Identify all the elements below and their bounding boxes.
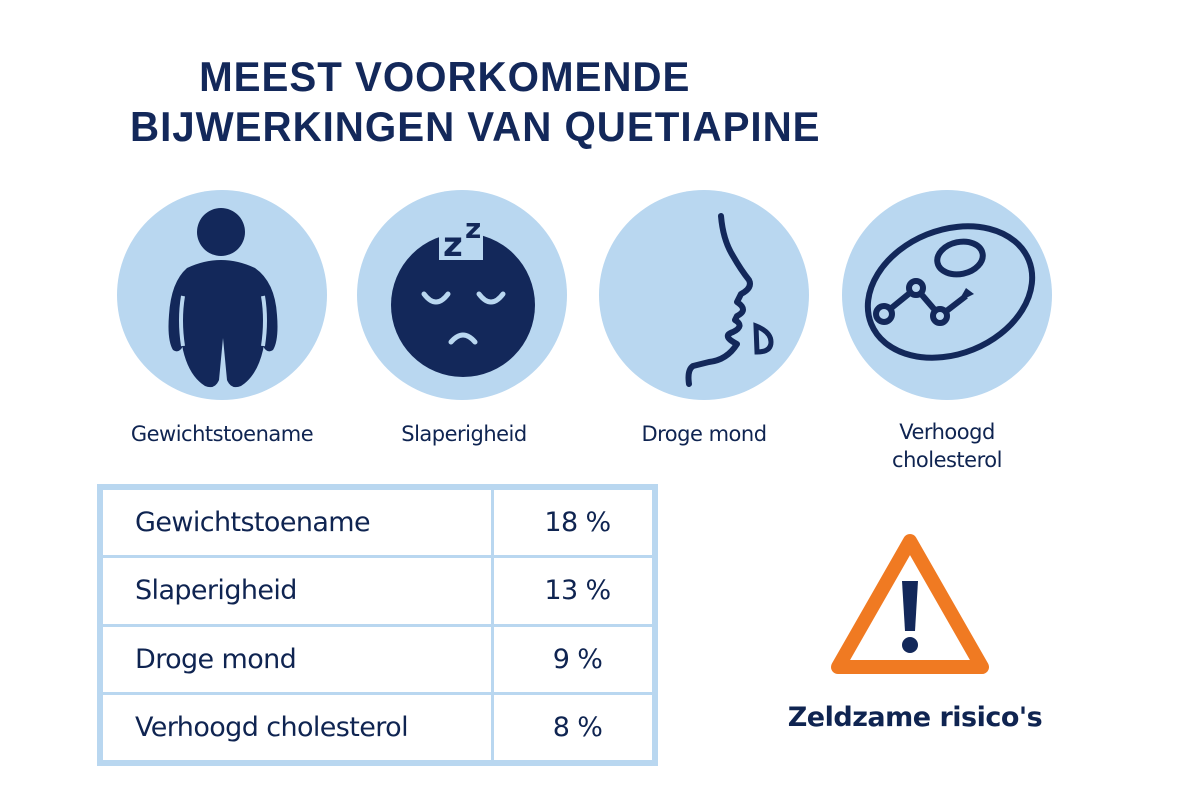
row-name: Gewichtstoename [100, 486, 494, 559]
icon-label-cholesterol-line2: cholesterol [892, 448, 1002, 472]
row-name: Verhoogd cholesterol [100, 691, 494, 764]
row-percentage: 9 % [491, 623, 655, 695]
row-percentage: 13 % [491, 555, 655, 627]
svg-text:z: z [443, 225, 463, 265]
cholesterol-cell-icon [864, 223, 1036, 361]
row-name: Droge mond [100, 623, 494, 695]
weight-gain-circle [117, 190, 327, 400]
table-row: Gewichtstoename 18 % [100, 486, 655, 559]
rare-risks-label: Zeldzame risico's [787, 702, 1043, 733]
row-percentage: 8 % [491, 691, 655, 764]
sleepiness-circle: z z [357, 190, 567, 400]
sleepy-face-icon: z z [391, 212, 535, 377]
cholesterol-circle [842, 190, 1052, 400]
page-title: MEEST VOORKOMENDE BIJWERKINGEN VAN QUETI… [130, 52, 821, 152]
icon-label-weight-gain: Gewichtstoename [130, 422, 314, 446]
row-percentage: 18 % [491, 486, 655, 559]
dry-mouth-circle [599, 190, 809, 400]
side-effects-table: Gewichtstoename 18 % Slaperigheid 13 % D… [97, 484, 658, 766]
table-row: Verhoogd cholesterol 8 % [100, 691, 655, 764]
warning-triangle-icon [831, 534, 989, 674]
icon-label-dry-mouth: Droge mond [641, 422, 767, 446]
dry-mouth-profile-icon [685, 213, 774, 387]
title-line-2: BIJWERKINGEN VAN QUETIAPINE [130, 103, 821, 150]
icon-label-cholesterol-line1: Verhoogd [899, 420, 995, 444]
table-row: Droge mond 9 % [100, 623, 655, 695]
table-row: Slaperigheid 13 % [100, 555, 655, 627]
title-line-1: MEEST VOORKOMENDE [199, 53, 691, 100]
overweight-person-icon [168, 208, 278, 388]
icon-label-sleepiness: Slaperigheid [401, 422, 527, 446]
svg-text:z: z [465, 212, 481, 245]
row-name: Slaperigheid [100, 555, 494, 627]
icon-label-cholesterol: Verhoogd cholesterol [817, 418, 1077, 474]
